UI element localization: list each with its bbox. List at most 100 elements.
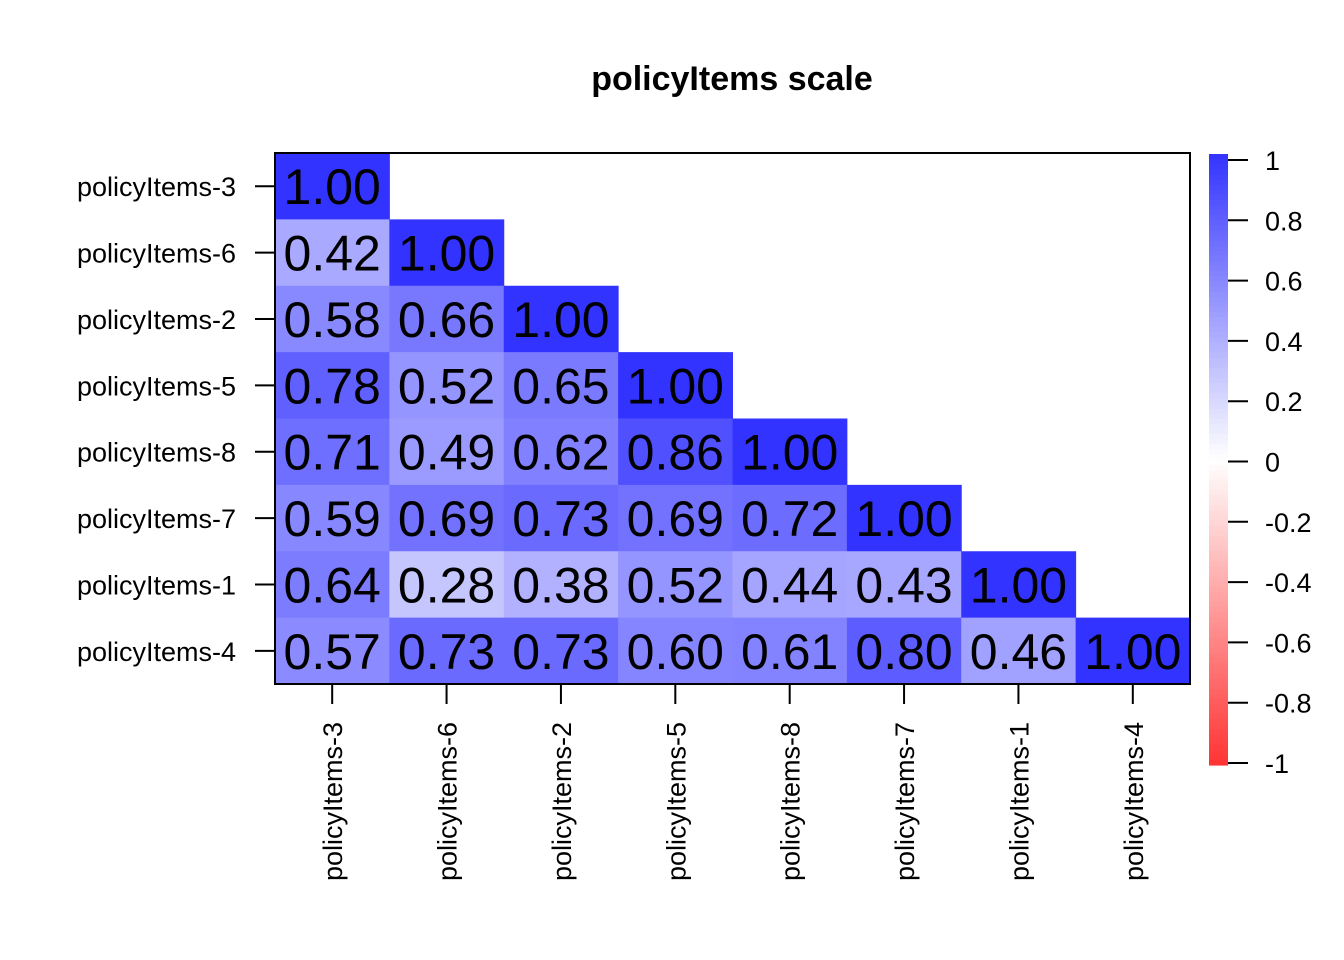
- colorbar-segment: [1209, 204, 1228, 211]
- heatmap-cell: [275, 285, 390, 353]
- colorbar-segment: [1209, 403, 1228, 410]
- colorbar-segment: [1209, 698, 1228, 705]
- colorbar-segment: [1209, 586, 1228, 593]
- colorbar-tick-label: -0.2: [1265, 508, 1312, 538]
- colorbar-segment: [1209, 708, 1228, 715]
- colorbar-segment: [1209, 189, 1228, 196]
- colorbar-segment: [1209, 530, 1228, 537]
- colorbar-segment: [1209, 306, 1228, 313]
- plot-border: [274, 152, 1191, 685]
- heatmap-cell: [389, 617, 505, 685]
- colorbar-segment: [1209, 724, 1228, 730]
- heatmap-cell: [1075, 617, 1191, 685]
- colorbar-segment: [1209, 520, 1228, 527]
- cell-value-label: 0.65: [512, 358, 609, 414]
- heatmap-cell: [389, 352, 505, 419]
- cell-value-label: 0.71: [284, 425, 381, 481]
- colorbar-segment: [1209, 505, 1228, 512]
- colorbar-segment: [1209, 484, 1228, 491]
- colorbar-segment: [1209, 637, 1228, 644]
- colorbar-segment: [1209, 525, 1228, 532]
- colorbar-segment: [1209, 607, 1228, 613]
- colorbar-segment: [1209, 184, 1228, 191]
- colorbar-segment: [1209, 754, 1228, 761]
- colorbar-segment: [1209, 199, 1228, 206]
- colorbar-segment: [1209, 571, 1228, 578]
- colorbar-segment: [1209, 612, 1228, 618]
- cell-value-label: 1.00: [627, 358, 724, 414]
- heatmap-cell: [618, 418, 733, 486]
- colorbar-segment: [1209, 668, 1228, 674]
- cell-value-label: 0.73: [512, 491, 609, 547]
- colorbar-segment: [1209, 164, 1228, 170]
- heatmap-cell: [732, 484, 848, 552]
- heatmap-cell: [275, 617, 390, 685]
- colorbar-segment: [1209, 596, 1228, 603]
- heatmap-cell: [732, 617, 848, 685]
- heatmap-cell: [275, 352, 390, 419]
- colorbar-segment: [1209, 378, 1228, 384]
- colorbar-tick-label: -0.6: [1265, 628, 1312, 658]
- heatmap-cell: [503, 352, 619, 419]
- cell-value-label: 0.61: [741, 624, 838, 680]
- heatmap-cell: [618, 551, 733, 619]
- cell-value-label: 0.60: [627, 624, 724, 680]
- cell-value-label: 0.66: [398, 292, 495, 348]
- colorbar-tick-label: 0.4: [1265, 327, 1303, 357]
- heatmap-cell: [503, 551, 619, 619]
- colorbar-segment: [1209, 398, 1228, 405]
- row-axis: policyItems-3 policyItems-6 policyItems-2 p…: [77, 172, 275, 667]
- colorbar-segment: [1209, 362, 1228, 369]
- cell-value-label: 0.73: [398, 624, 495, 680]
- heatmap-cell: [961, 551, 1077, 619]
- colorbar-segment: [1209, 383, 1228, 389]
- colorbar-segment: [1209, 703, 1228, 710]
- chart-title: policyItems scale: [591, 60, 873, 98]
- colorbar-segment: [1209, 688, 1228, 695]
- cell-value-label: 0.46: [970, 624, 1067, 680]
- heatmap-cell: [503, 418, 619, 486]
- heatmap-cell: [389, 418, 505, 486]
- heatmap-cell: [618, 617, 733, 685]
- heatmap-cell: [732, 418, 848, 486]
- colorbar-segment: [1209, 215, 1228, 221]
- column-tick-label: policyItems-6: [433, 722, 463, 881]
- colorbar-segment: [1209, 602, 1228, 608]
- colorbar-segment: [1209, 225, 1228, 231]
- cell-value-label: 0.73: [512, 624, 609, 680]
- colorbar-segment: [1209, 663, 1228, 669]
- colorbar-segment: [1209, 739, 1228, 746]
- colorbar-segment: [1209, 357, 1228, 364]
- column-tick-label: policyItems-1: [1004, 722, 1034, 881]
- colorbar-segment: [1209, 210, 1228, 216]
- heatmap-cell: [846, 551, 962, 619]
- heatmap-cell: [846, 617, 962, 685]
- colorbar-segment: [1209, 561, 1228, 568]
- colorbar-segment: [1209, 423, 1228, 430]
- colorbar-segment: [1209, 622, 1228, 629]
- cell-value-label: 0.80: [855, 624, 952, 680]
- colorbar-tick-label: 0.8: [1265, 206, 1303, 236]
- heatmap-cell: [389, 551, 505, 619]
- colorbar-tick-label: -0.4: [1265, 568, 1312, 598]
- colorbar-segment: [1209, 459, 1228, 466]
- colorbar-segment: [1209, 454, 1228, 461]
- colorbar-segment: [1209, 515, 1228, 522]
- cell-value-label: 0.38: [512, 557, 609, 613]
- colorbar-segment: [1209, 352, 1228, 359]
- colorbar-segment: [1209, 393, 1228, 399]
- cell-value-label: 0.86: [627, 425, 724, 481]
- column-axis: policyItems-3 policyItems-6 policyItems-2 p…: [318, 684, 1149, 881]
- colorbar-segment: [1209, 337, 1228, 343]
- colorbar-segment: [1209, 749, 1228, 756]
- colorbar-segment: [1209, 551, 1228, 557]
- row-tick-label: policyItems-5: [77, 371, 236, 401]
- heatmap-cell: [389, 484, 505, 552]
- row-tick-label: policyItems-1: [77, 570, 236, 600]
- colorbar-segment: [1209, 673, 1228, 680]
- colorbar-segment: [1209, 576, 1228, 583]
- colorbar-segment: [1209, 194, 1228, 201]
- colorbar-segment: [1209, 510, 1228, 517]
- colorbar-segment: [1209, 693, 1228, 700]
- heatmap-cell: [389, 219, 505, 287]
